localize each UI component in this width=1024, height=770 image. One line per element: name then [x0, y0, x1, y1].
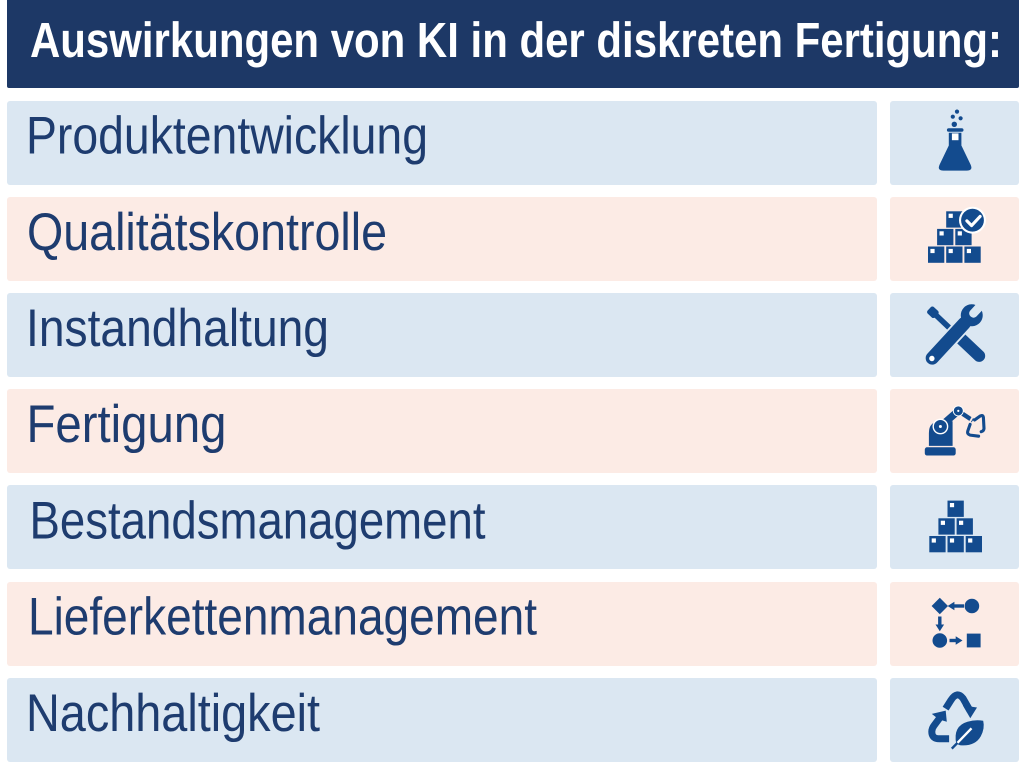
- svg-text:Auswirkungen von KI in der dis: Auswirkungen von KI in der diskreten Fer…: [30, 13, 1002, 68]
- svg-text:Fertigung: Fertigung: [27, 395, 227, 454]
- svg-text:Nachhaltigkeit: Nachhaltigkeit: [26, 684, 320, 743]
- svg-text:Lieferkettenmanagement: Lieferkettenmanagement: [28, 588, 537, 647]
- svg-text:Bestandsmanagement: Bestandsmanagement: [30, 491, 486, 550]
- svg-text:Instandhaltung: Instandhaltung: [26, 299, 329, 358]
- svg-text:Qualitätskontrolle: Qualitätskontrolle: [27, 203, 387, 262]
- svg-text:Produktentwicklung: Produktentwicklung: [26, 107, 428, 166]
